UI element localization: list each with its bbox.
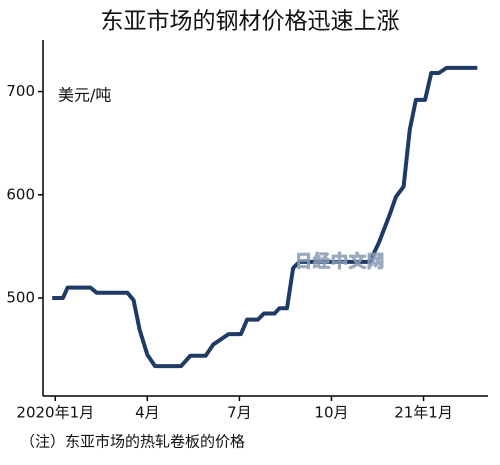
- x-tick-label: 2020年1月: [16, 404, 94, 422]
- y-tick-label: 600: [6, 185, 35, 203]
- x-tick-label: 10月: [314, 404, 348, 422]
- x-tick-label: 21年1月: [394, 404, 453, 422]
- line-series: [52, 65, 478, 369]
- y-tick-label: 700: [6, 82, 35, 100]
- y-axis-label: 美元/吨: [58, 86, 111, 105]
- watermark: 日经中文网: [295, 251, 385, 272]
- x-tick-label: 7月: [227, 404, 252, 422]
- note: （注）东亚市场的热轧卷板的价格: [20, 433, 245, 451]
- chart-title: 东亚市场的钢材价格迅速上涨: [101, 9, 400, 35]
- x-tick-label: 4月: [135, 404, 160, 422]
- y-tick-label: 500: [6, 288, 35, 306]
